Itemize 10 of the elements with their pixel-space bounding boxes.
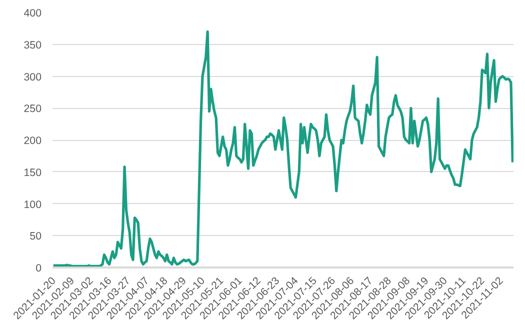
y-tick-label: 300 (24, 71, 42, 84)
y-tick-label: 0 (36, 262, 42, 274)
y-tick-label: 150 (24, 166, 42, 179)
y-tick-label: 250 (24, 103, 42, 116)
y-tick-label: 50 (30, 230, 42, 243)
y-tick-label: 350 (24, 39, 42, 52)
line-series (52, 30, 514, 268)
y-tick-label: 400 (24, 8, 42, 20)
y-tick-label: 100 (24, 198, 42, 211)
y-tick-label: 200 (24, 135, 42, 147)
